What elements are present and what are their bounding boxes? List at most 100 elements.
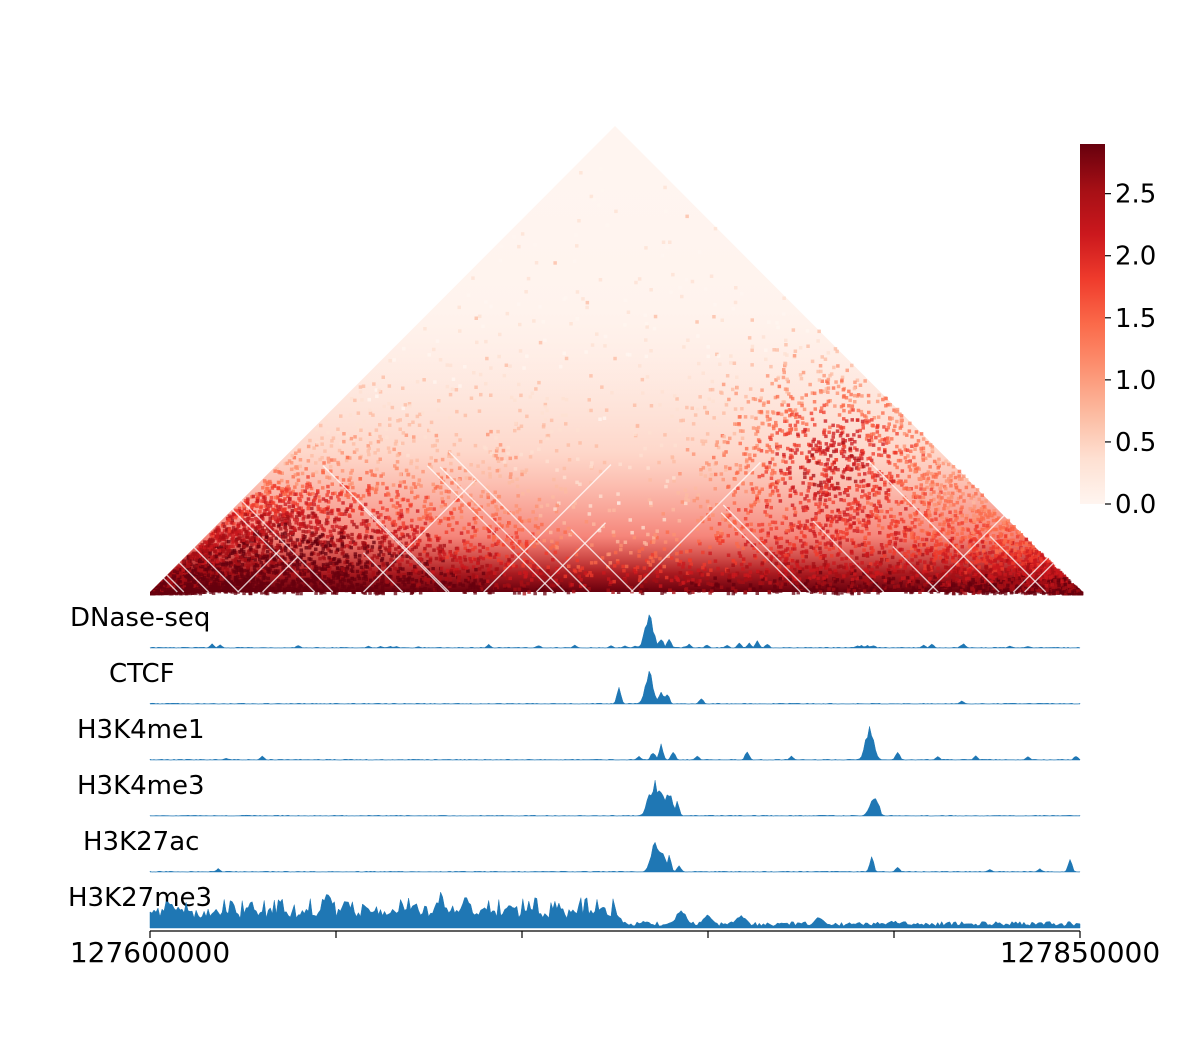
heatmap-cell	[958, 511, 963, 515]
heatmap-cell	[991, 550, 995, 554]
heatmap-cell	[812, 496, 817, 501]
heatmap-cell	[341, 478, 346, 482]
heatmap-cell	[495, 585, 500, 590]
heatmap-cell	[697, 589, 701, 593]
heatmap-cell	[790, 460, 795, 464]
heatmap-cell	[539, 504, 544, 509]
heatmap-cell	[199, 572, 204, 576]
heatmap-cell	[812, 574, 817, 578]
heatmap-cell	[358, 506, 363, 511]
heatmap-cell	[916, 439, 921, 443]
heatmap-cell	[211, 574, 215, 578]
heatmap-cell	[760, 528, 765, 532]
heatmap-cell	[954, 518, 958, 522]
heatmap-cell	[710, 387, 715, 392]
heatmap-cell	[326, 431, 330, 435]
heatmap-cell	[879, 477, 883, 481]
heatmap-cell	[751, 446, 756, 450]
heatmap-cell	[994, 543, 998, 548]
heatmap-cell	[360, 546, 365, 550]
heatmap-cell	[495, 469, 500, 473]
heatmap-cell	[972, 576, 976, 580]
heatmap-cell	[326, 564, 330, 568]
heatmap-cell	[928, 465, 932, 469]
heatmap-cell	[831, 471, 836, 475]
heatmap-cell	[306, 475, 310, 479]
heatmap-cell	[321, 486, 325, 490]
heatmap-cell	[546, 565, 550, 569]
heatmap-cell	[274, 503, 278, 508]
heatmap-cell	[276, 533, 280, 537]
heatmap-cell	[790, 547, 795, 551]
heatmap-cell	[473, 520, 478, 525]
heatmap-cell	[714, 534, 718, 538]
heatmap-cell	[381, 481, 385, 486]
heatmap-cell	[304, 546, 308, 550]
heatmap-cell	[708, 582, 712, 586]
heatmap-cell	[825, 529, 830, 534]
heatmap-cell	[240, 579, 244, 583]
heatmap-cell	[645, 558, 649, 563]
heatmap-cell	[253, 542, 257, 546]
heatmap-cell	[1009, 525, 1014, 529]
heatmap-cell	[506, 451, 510, 456]
heatmap-cell	[318, 457, 322, 462]
heatmap-cell	[801, 508, 806, 513]
heatmap-cell	[835, 587, 839, 592]
heatmap-cell	[536, 565, 541, 570]
heatmap-cell	[272, 586, 276, 591]
heatmap-cell	[458, 506, 462, 510]
heatmap-cell	[239, 512, 243, 516]
heatmap-cell	[811, 562, 816, 566]
heatmap-cell	[762, 559, 767, 563]
heatmap-cell	[412, 545, 417, 550]
heatmap-cell	[598, 469, 603, 474]
heatmap-cell	[668, 588, 672, 592]
heatmap-cell	[678, 571, 683, 575]
heatmap-cell	[385, 508, 389, 512]
heatmap-cell	[914, 485, 919, 489]
heatmap-cell	[807, 565, 812, 569]
heatmap-cell	[550, 539, 554, 544]
heatmap-cell	[838, 541, 842, 545]
heatmap-cell	[958, 526, 962, 530]
heatmap-cell	[867, 532, 871, 536]
heatmap-cell	[822, 430, 826, 434]
heatmap-cell	[907, 474, 911, 479]
heatmap-cell	[971, 484, 975, 489]
heatmap-cell	[1033, 591, 1037, 596]
heatmap-cell	[350, 576, 354, 581]
heatmap-cell	[833, 569, 838, 573]
heatmap-cell	[858, 383, 863, 387]
heatmap-cell	[464, 566, 469, 570]
heatmap-cell	[1000, 590, 1004, 594]
heatmap-cell	[842, 513, 847, 517]
heatmap-cell	[505, 576, 510, 581]
heatmap-cell	[751, 397, 756, 401]
heatmap-cell	[816, 446, 820, 450]
heatmap-cell	[473, 545, 477, 550]
heatmap-cell	[356, 494, 360, 498]
heatmap-cell	[884, 491, 888, 495]
heatmap-cell	[750, 344, 755, 349]
heatmap-cell	[808, 588, 813, 592]
heatmap-cell	[491, 590, 495, 594]
heatmap-cell	[791, 569, 795, 574]
heatmap-cell	[907, 429, 912, 433]
heatmap-cell	[939, 483, 943, 487]
heatmap-cell	[387, 402, 391, 406]
heatmap-cell	[793, 510, 798, 515]
heatmap-cell	[323, 540, 327, 544]
heatmap-cell	[527, 590, 531, 594]
heatmap-cell	[284, 576, 289, 581]
heatmap-cell	[768, 417, 772, 421]
heatmap-cell	[860, 529, 864, 534]
heatmap-cell	[908, 421, 912, 426]
heatmap-cell	[283, 514, 287, 518]
heatmap-cell	[948, 480, 952, 484]
heatmap-cell	[810, 391, 815, 395]
heatmap-cell	[850, 418, 854, 422]
heatmap-cell	[871, 452, 875, 456]
heatmap-cell	[907, 584, 911, 588]
heatmap-cell	[946, 506, 950, 510]
